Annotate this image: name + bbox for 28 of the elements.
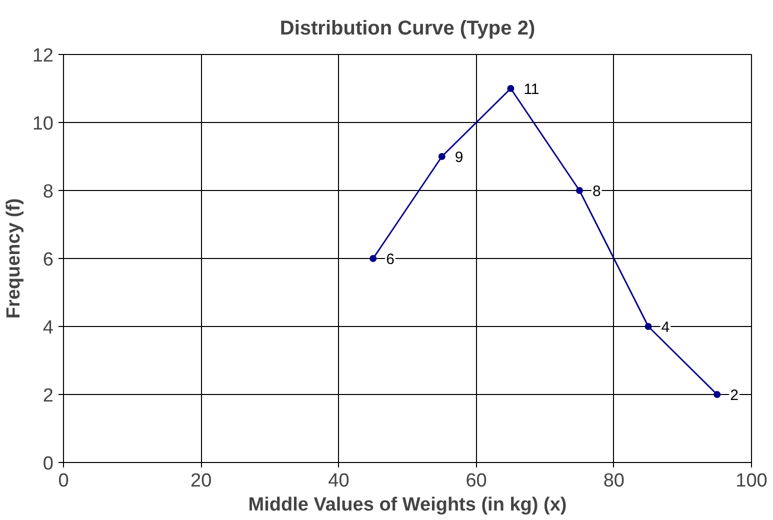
y-tick-label: 10 <box>32 114 54 134</box>
y-tick-label: 12 <box>32 46 54 66</box>
y-tick-label: 8 <box>42 182 54 202</box>
data-label: 4 <box>661 319 670 336</box>
data-label: 6 <box>386 251 394 268</box>
x-tick-label: 20 <box>190 470 212 492</box>
y-axis-title: Frequency (f) <box>3 198 24 319</box>
data-label: 2 <box>730 387 738 404</box>
chart-title: Distribution Curve (Type 2) <box>280 18 536 40</box>
x-tick-label: 100 <box>736 470 768 492</box>
x-axis-title: Middle Values of Weights (in kg) (x) <box>248 494 567 516</box>
point <box>644 323 652 330</box>
x-tick-label: 60 <box>466 470 487 492</box>
y-tick-label: 2 <box>42 386 54 406</box>
point <box>714 391 721 398</box>
y-tick-label: 0 <box>42 454 54 474</box>
x-tick-label: 40 <box>328 470 350 492</box>
point <box>576 187 583 194</box>
y-tick-label: 6 <box>42 250 54 270</box>
data-label: 9 <box>454 149 464 166</box>
y-tick-label: 4 <box>42 318 54 338</box>
x-tick-label: 0 <box>58 470 69 492</box>
data-label: 11 <box>524 81 540 98</box>
x-tick-label: 80 <box>603 470 624 492</box>
point <box>507 85 514 92</box>
data-label: 8 <box>592 183 601 200</box>
point <box>438 153 446 160</box>
point <box>370 255 377 262</box>
